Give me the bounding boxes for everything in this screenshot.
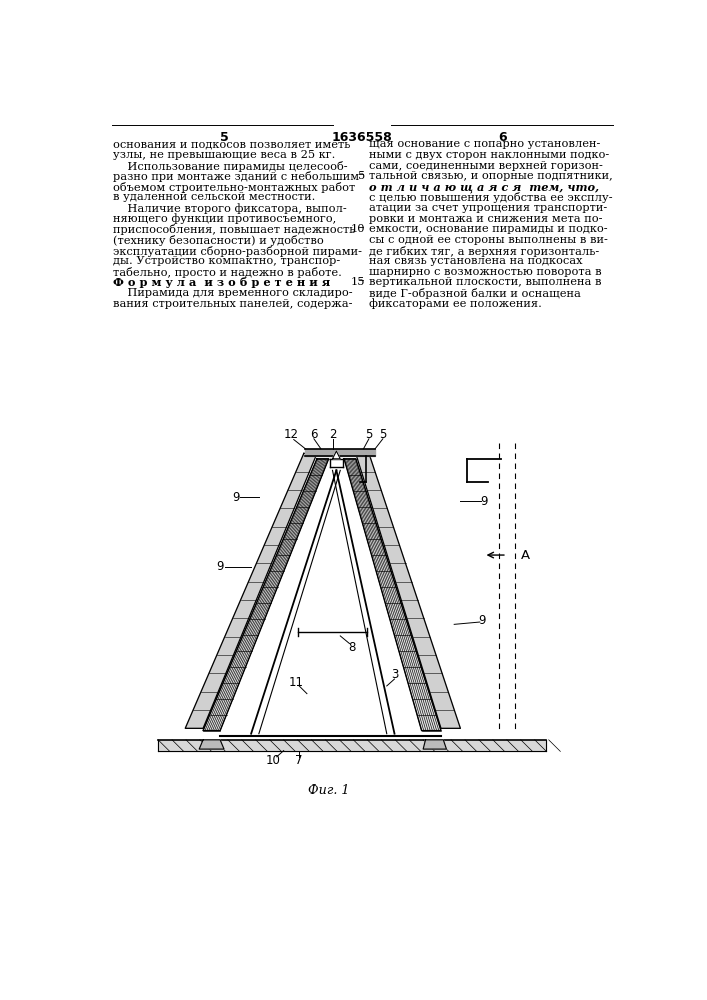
Text: Пирамида для временного складиро-: Пирамида для временного складиро- [113,288,353,298]
Text: с целью повышения удобства ее эксплу-: с целью повышения удобства ее эксплу- [369,192,612,203]
Text: основания и подкосов позволяет иметь: основания и подкосов позволяет иметь [113,139,351,149]
Text: 5: 5 [220,131,228,144]
Polygon shape [185,453,317,728]
Text: приспособления, повышает надежность: приспособления, повышает надежность [113,224,356,235]
Text: няющего функции противосъемного,: няющего функции противосъемного, [113,214,337,224]
Polygon shape [332,451,340,459]
Text: сами, соединенными верхней горизон-: сами, соединенными верхней горизон- [369,161,603,171]
Text: 9: 9 [232,491,240,504]
Text: A: A [521,549,530,562]
Text: сы с одной ее стороны выполнены в ви-: сы с одной ее стороны выполнены в ви- [369,235,608,245]
Text: 5: 5 [366,428,373,441]
Text: тальной связью, и опорные подпятники,: тальной связью, и опорные подпятники, [369,171,613,181]
Text: 8: 8 [348,641,356,654]
Text: 6: 6 [310,428,317,441]
Text: 3: 3 [391,668,398,681]
Text: 10: 10 [351,224,365,234]
Text: эксплуатации сборно-разборной пирами-: эксплуатации сборно-разборной пирами- [113,246,362,257]
Text: 9: 9 [216,560,224,573]
Text: фиксаторами ее положения.: фиксаторами ее положения. [369,299,542,309]
Text: в удаленной сельской местности.: в удаленной сельской местности. [113,192,315,202]
Text: 10: 10 [265,754,280,767]
Text: 9: 9 [479,614,486,627]
Text: ная связь установлена на подкосах: ная связь установлена на подкосах [369,256,583,266]
Text: виде Г-образной балки и оснащена: виде Г-образной балки и оснащена [369,288,580,299]
Text: табельно, просто и надежно в работе.: табельно, просто и надежно в работе. [113,267,342,278]
Text: Фиг. 1: Фиг. 1 [308,784,349,797]
Polygon shape [423,740,446,749]
Text: объемом строительно-монтажных работ: объемом строительно-монтажных работ [113,182,356,193]
Text: ровки и монтажа и снижения мета по-: ровки и монтажа и снижения мета по- [369,214,602,224]
Text: 9: 9 [480,495,487,508]
Text: 6: 6 [498,131,508,144]
Polygon shape [344,459,441,731]
Text: 15: 15 [351,277,365,287]
Text: 1636558: 1636558 [332,131,392,144]
Text: узлы, не превышающие веса в 25 кг.: узлы, не превышающие веса в 25 кг. [113,150,336,160]
Text: атации за счет упрощения транспорти-: атации за счет упрощения транспорти- [369,203,607,213]
Polygon shape [199,740,224,749]
Text: 2: 2 [329,428,337,441]
Polygon shape [158,740,546,751]
Text: 12: 12 [284,428,299,441]
Polygon shape [203,459,329,731]
Text: (технику безопасности) и удобство: (технику безопасности) и удобство [113,235,324,246]
Text: 5: 5 [358,171,365,181]
Text: ными с двух сторон наклонными подко-: ными с двух сторон наклонными подко- [369,150,609,160]
Text: вертикальной плоскости, выполнена в: вертикальной плоскости, выполнена в [369,277,602,287]
Text: 7: 7 [296,754,303,767]
Text: разно при монтаже зданий с небольшим: разно при монтаже зданий с небольшим [113,171,359,182]
Text: о т л и ч а ю щ а я с я  тем, что,: о т л и ч а ю щ а я с я тем, что, [369,182,599,193]
Text: 11: 11 [288,676,303,689]
Polygon shape [305,449,375,456]
Text: емкости, основание пирамиды и подко-: емкости, основание пирамиды и подко- [369,224,607,234]
Text: вания строительных панелей, содержа-: вания строительных панелей, содержа- [113,299,353,309]
Text: де гибких тяг, а верхняя горизонталь-: де гибких тяг, а верхняя горизонталь- [369,246,599,257]
Text: щая основание с попарно установлен-: щая основание с попарно установлен- [369,139,600,149]
Text: 5: 5 [379,428,387,441]
Text: ды. Устройство компактно, транспор-: ды. Устройство компактно, транспор- [113,256,341,266]
Text: Использование пирамиды целесооб-: Использование пирамиды целесооб- [113,161,348,172]
Text: шарнирно с возможностью поворота в: шарнирно с возможностью поворота в [369,267,602,277]
Polygon shape [356,453,460,728]
Text: Наличие второго фиксатора, выпол-: Наличие второго фиксатора, выпол- [113,203,347,214]
Text: Ф о р м у л а  и з о б р е т е н и я: Ф о р м у л а и з о б р е т е н и я [113,277,330,288]
